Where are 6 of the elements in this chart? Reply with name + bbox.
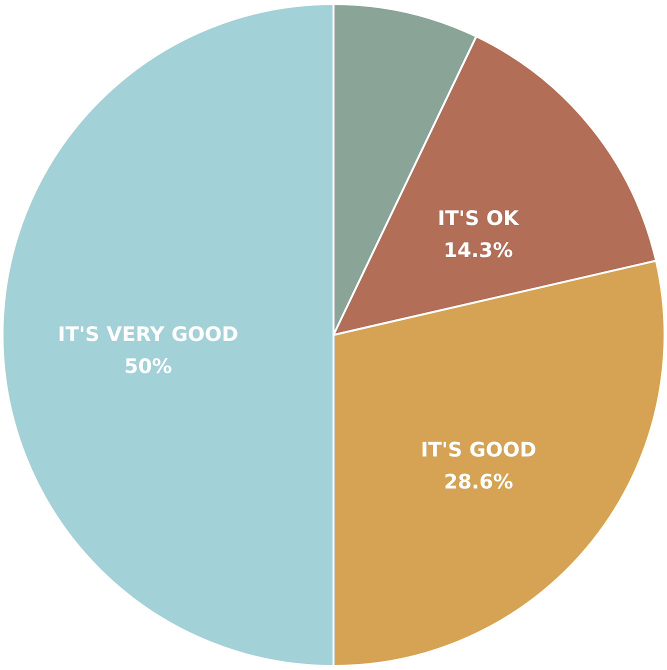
data-label: 50% — [124, 354, 172, 378]
data-label: 28.6% — [444, 469, 514, 494]
data-label: 14.3% — [443, 238, 513, 262]
slice-label: IT'S OK — [438, 206, 520, 230]
slice-label: IT'S VERY GOOD — [58, 322, 238, 346]
slice-label: IT'S GOOD — [420, 437, 536, 462]
